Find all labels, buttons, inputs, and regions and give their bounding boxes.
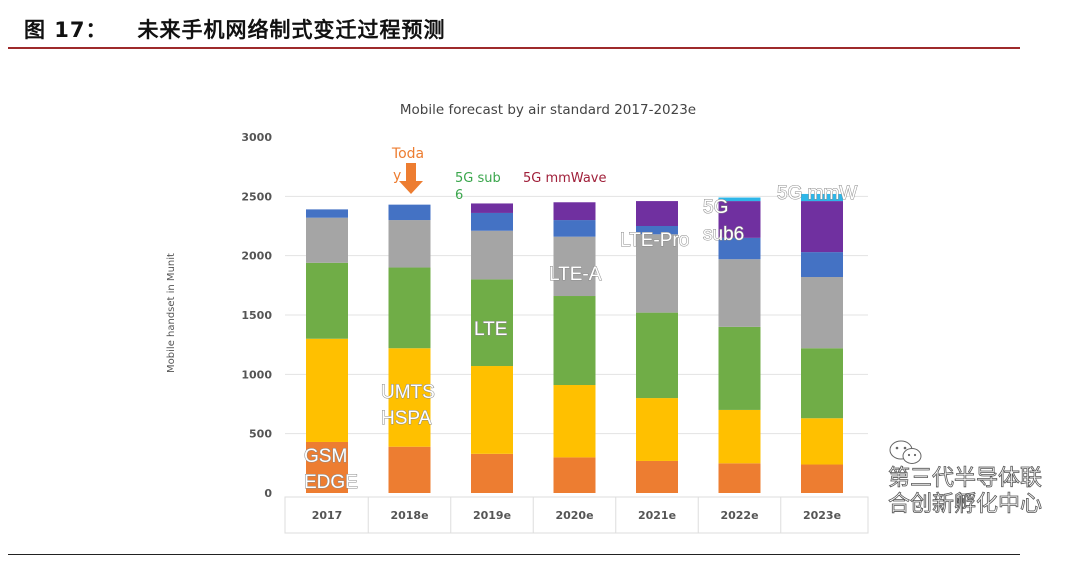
label-lte-a: LTE-A bbox=[549, 264, 602, 285]
figure-header: 图 17： 未来手机网络制式变迁过程预测 bbox=[24, 14, 446, 44]
bar-segment bbox=[553, 296, 596, 386]
bar-segment bbox=[718, 463, 761, 493]
bar-segment bbox=[801, 277, 843, 349]
today-arrow-icon bbox=[399, 163, 423, 194]
bar-segment bbox=[471, 453, 513, 493]
x-tick-label: 2019e bbox=[473, 509, 511, 522]
chart-title: Mobile forecast by air standard 2017-202… bbox=[400, 102, 696, 118]
bar-segment bbox=[471, 366, 513, 454]
bar-segment bbox=[306, 262, 348, 339]
x-tick-label: 2021e bbox=[638, 509, 676, 522]
annotation-today-2: y bbox=[393, 168, 401, 184]
label-umts: UMTS bbox=[381, 382, 435, 403]
bar-segment bbox=[553, 385, 596, 458]
label-gsm: GSM bbox=[304, 446, 347, 467]
bar-segment bbox=[553, 457, 596, 493]
y-tick-label: 2500 bbox=[241, 190, 272, 203]
y-tick-label: 1500 bbox=[241, 309, 272, 322]
bar-segment bbox=[636, 312, 678, 399]
x-tick-label: 2023e bbox=[803, 509, 841, 522]
label-sub6: sub6 bbox=[703, 224, 744, 245]
figure-title: 未来手机网络制式变迁过程预测 bbox=[137, 18, 446, 42]
x-tick-label: 2017 bbox=[312, 509, 343, 522]
x-tick-label: 2020e bbox=[555, 509, 593, 522]
bar-segment bbox=[718, 409, 761, 464]
y-tick-label: 0 bbox=[264, 487, 272, 500]
bar-segment bbox=[471, 279, 513, 367]
bar-segment bbox=[636, 460, 678, 493]
bar-segment bbox=[636, 398, 678, 461]
bar-segment bbox=[471, 230, 513, 280]
bar-segment bbox=[388, 267, 431, 349]
bar-segment bbox=[636, 201, 678, 226]
label-5g: 5G bbox=[703, 197, 728, 218]
bar-segment bbox=[306, 441, 348, 493]
footer-divider bbox=[8, 554, 1020, 555]
bar-segment bbox=[388, 348, 431, 447]
bar-segment bbox=[388, 204, 431, 221]
label-5g-mmw: 5G mmW bbox=[777, 183, 857, 204]
watermark-text: 第三代半导体联合创新孵化中心 bbox=[888, 466, 1043, 518]
bar-segment bbox=[718, 197, 761, 202]
label-edge: EDGE bbox=[304, 472, 358, 493]
y-tick-label: 500 bbox=[249, 428, 272, 441]
annotation-today: Toda bbox=[391, 146, 424, 162]
wechat-icon bbox=[889, 440, 922, 464]
bar-segment bbox=[306, 217, 348, 263]
annotation-5g-sub6: 5G sub bbox=[455, 171, 501, 186]
y-tick-label: 1000 bbox=[241, 368, 272, 381]
bar-segment bbox=[801, 418, 843, 465]
bar-segment bbox=[388, 220, 431, 268]
y-tick-label: 3000 bbox=[241, 131, 272, 144]
y-tick-label: 2000 bbox=[241, 250, 272, 263]
bar-segment bbox=[718, 326, 761, 410]
label-hspa: HSPA bbox=[381, 408, 432, 429]
bar-segment bbox=[471, 212, 513, 231]
figure-number: 图 17： bbox=[24, 18, 108, 42]
label-lte-pro: LTE-Pro bbox=[620, 230, 689, 251]
bar-segment bbox=[636, 226, 678, 235]
y-axis-label: Mobile handset in Munit bbox=[166, 253, 177, 373]
bar-segment bbox=[718, 259, 761, 327]
annotation-5g-sub6-2: 6 bbox=[455, 188, 463, 203]
x-tick-label: 2018e bbox=[390, 509, 428, 522]
bar-segment bbox=[718, 201, 761, 238]
x-axis-table bbox=[284, 496, 869, 534]
bar-segment bbox=[306, 338, 348, 442]
bar-segment bbox=[801, 348, 843, 419]
x-tick-label: 2022e bbox=[720, 509, 758, 522]
watermark: 第三代半导体联合创新孵化中心 bbox=[888, 440, 1050, 518]
bar-segment bbox=[553, 202, 596, 221]
annotation-5g-mmwave: 5G mmWave bbox=[523, 171, 606, 186]
bar-segment bbox=[636, 234, 678, 313]
bar-segment bbox=[718, 237, 761, 260]
bar-segment bbox=[801, 193, 843, 202]
bar-segment bbox=[801, 201, 843, 253]
bar-segment bbox=[553, 220, 596, 237]
bar-segment bbox=[471, 203, 513, 213]
bar-segment bbox=[553, 236, 596, 297]
header-divider bbox=[8, 47, 1020, 49]
bar-segment bbox=[801, 464, 843, 493]
bar-segment bbox=[306, 209, 348, 218]
label-lte: LTE bbox=[474, 319, 507, 340]
bar-segment bbox=[388, 446, 431, 493]
bar-segment bbox=[801, 252, 843, 278]
